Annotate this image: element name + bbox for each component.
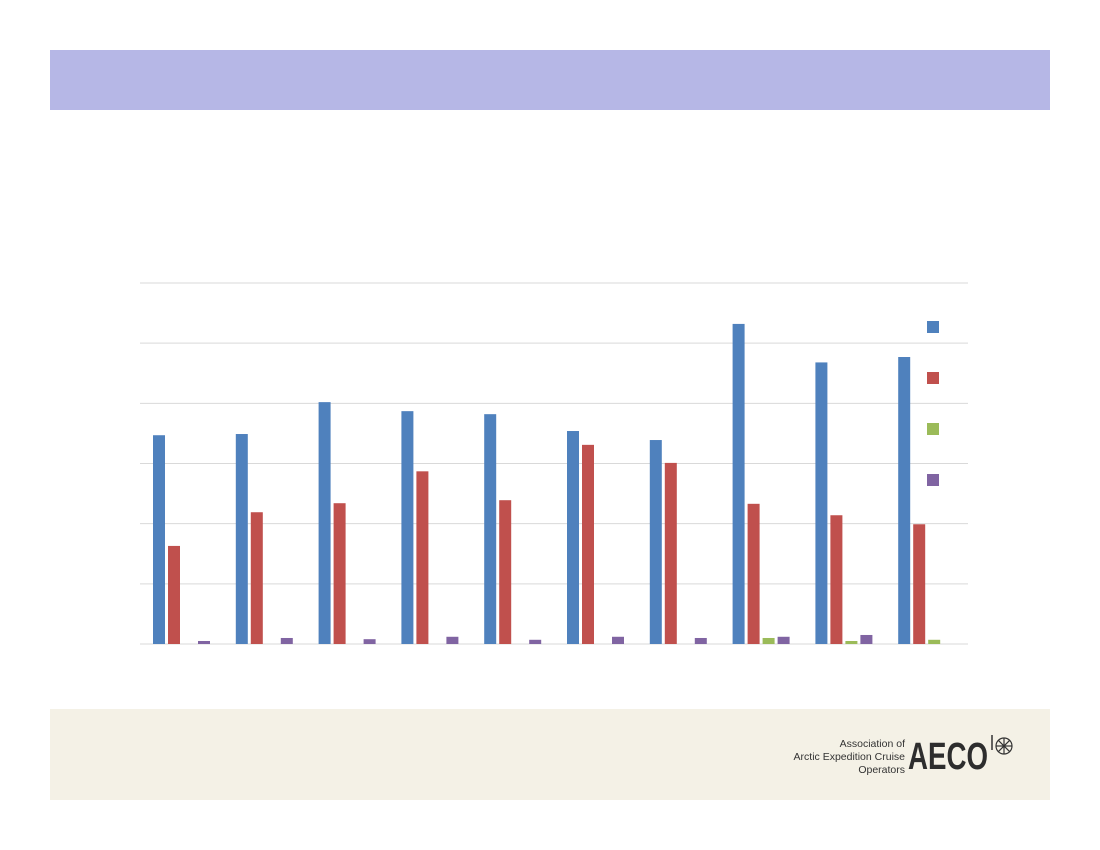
bar <box>582 444 594 644</box>
bar <box>747 503 760 644</box>
bar <box>815 362 828 644</box>
bar <box>649 440 662 644</box>
logo-mark: AECO <box>908 736 988 778</box>
bar <box>318 402 331 644</box>
bar <box>363 639 376 644</box>
legend-swatch <box>927 321 939 333</box>
logo-line: Association of <box>840 738 905 750</box>
bar <box>898 357 911 644</box>
logo-line: Arctic Expedition Cruise <box>794 751 906 763</box>
bar <box>416 471 429 644</box>
bar <box>845 640 858 644</box>
bar <box>913 524 926 644</box>
bar <box>250 512 263 644</box>
bar <box>777 636 790 644</box>
header-band <box>50 50 1050 110</box>
chart <box>140 282 968 645</box>
bar <box>664 462 677 644</box>
bar <box>928 639 941 644</box>
logo-compass <box>995 737 1013 755</box>
logo: Association of Arctic Expedition Cruise … <box>794 735 1013 778</box>
bar <box>860 634 873 644</box>
legend-swatch <box>927 423 939 435</box>
bar <box>529 639 542 644</box>
bar <box>499 500 512 644</box>
bar <box>153 435 165 644</box>
bar <box>198 640 210 644</box>
footer-band <box>50 709 1050 800</box>
logo-line: Operators <box>858 764 905 776</box>
bar <box>280 637 293 644</box>
bar <box>830 515 843 644</box>
bar <box>235 434 248 644</box>
bar <box>333 503 346 644</box>
bar <box>446 636 459 644</box>
bar <box>567 431 579 644</box>
bar <box>168 545 180 644</box>
legend-swatch <box>927 474 939 486</box>
bar <box>484 414 497 644</box>
bar <box>762 637 775 644</box>
legend-swatch <box>927 372 939 384</box>
bar <box>612 636 624 644</box>
bar <box>732 323 745 644</box>
bar <box>694 637 707 644</box>
bar <box>401 411 414 644</box>
